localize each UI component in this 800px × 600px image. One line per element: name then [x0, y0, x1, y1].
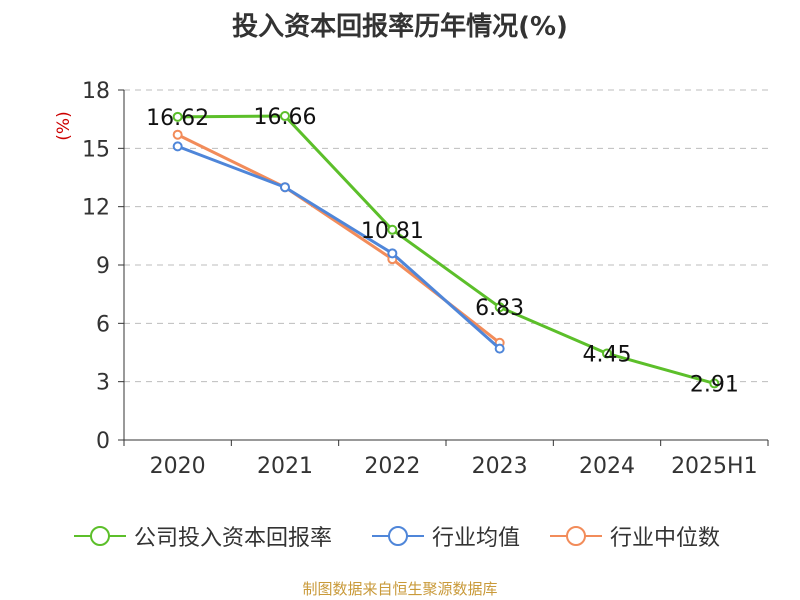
- series-0-point-2023: [494, 302, 505, 313]
- legend-marker-median: [550, 526, 602, 546]
- xtick-label-2022: 2022: [364, 454, 420, 479]
- data-label-2021: 16.66: [254, 105, 317, 130]
- ytick-label-12: 12: [82, 196, 110, 221]
- xtick-label-2025H1: 2025H1: [671, 454, 758, 479]
- legend: 公司投入资本回报率 行业均值 行业中位数: [0, 518, 800, 554]
- series-1-point-2020: [172, 141, 183, 152]
- series-line-1: [177, 144, 501, 350]
- xtick-label-2021: 2021: [257, 454, 313, 479]
- legend-marker-avg: [372, 526, 424, 546]
- ytick-label-9: 9: [96, 254, 110, 279]
- data-label-2025H1: 2.91: [690, 372, 739, 397]
- xtick-label-2024: 2024: [579, 454, 635, 479]
- legend-item-avg[interactable]: 行业均值: [370, 518, 520, 554]
- series-0-point-2025H1: [709, 378, 720, 389]
- xtick-label-2020: 2020: [150, 454, 206, 479]
- xtick-label-2023: 2023: [472, 454, 528, 479]
- ytick-label-18: 18: [82, 79, 110, 104]
- series-0-point-2021: [280, 111, 290, 122]
- legend-item-company[interactable]: 公司投入资本回报率: [72, 518, 332, 554]
- series-1-point-2023: [494, 343, 505, 354]
- ytick-label-0: 0: [96, 429, 110, 454]
- series-1-point-2022: [387, 248, 398, 259]
- data-label-2023: 6.83: [475, 296, 524, 321]
- legend-marker-company: [74, 526, 126, 546]
- series-0-point-2020: [172, 111, 183, 122]
- chart-title: 投入资本回报率历年情况(%): [232, 12, 568, 42]
- legend-label-median: 行业中位数: [610, 526, 721, 551]
- ytick-label-15: 15: [82, 137, 110, 162]
- y-axis-unit-label: (%): [54, 111, 74, 140]
- series-2-point-2020: [172, 129, 183, 140]
- series-0-point-2022: [387, 224, 398, 235]
- legend-item-median[interactable]: 行业中位数: [548, 518, 720, 554]
- source-note: 制图数据来自恒生聚源数据库: [302, 580, 498, 598]
- ytick-label-3: 3: [96, 371, 110, 396]
- legend-label-company: 公司投入资本回报率: [134, 526, 333, 551]
- legend-label-avg: 行业均值: [432, 526, 521, 551]
- ytick-label-6: 6: [96, 312, 110, 337]
- series-line-0: [177, 114, 715, 385]
- series-0-point-2024: [602, 348, 612, 359]
- series-1-point-2021: [280, 182, 290, 193]
- data-label-2024: 4.45: [583, 342, 632, 367]
- data-label-2022: 10.81: [361, 219, 424, 244]
- data-label-2020: 16.62: [146, 106, 209, 131]
